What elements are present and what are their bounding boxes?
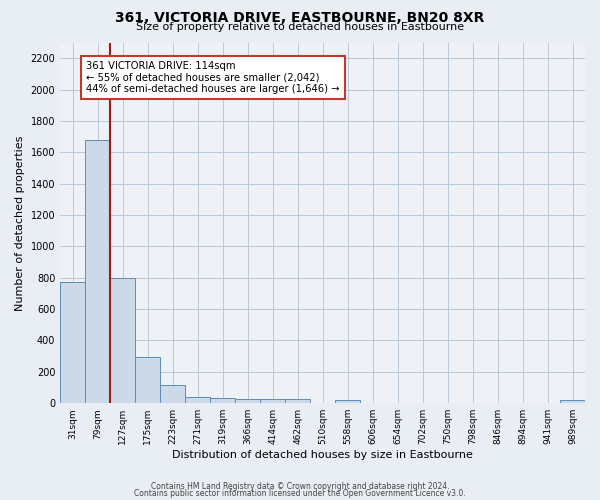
Text: 361 VICTORIA DRIVE: 114sqm
← 55% of detached houses are smaller (2,042)
44% of s: 361 VICTORIA DRIVE: 114sqm ← 55% of deta… [86,60,340,94]
Bar [185,397,210,403]
Bar [260,399,285,403]
X-axis label: Distribution of detached houses by size in Eastbourne: Distribution of detached houses by size … [172,450,473,460]
Text: Contains HM Land Registry data © Crown copyright and database right 2024.: Contains HM Land Registry data © Crown c… [151,482,449,491]
Bar [285,400,310,403]
Bar [335,400,360,403]
Text: Size of property relative to detached houses in Eastbourne: Size of property relative to detached ho… [136,22,464,32]
Bar [110,278,135,403]
Bar [135,357,160,403]
Text: 361, VICTORIA DRIVE, EASTBOURNE, BN20 8XR: 361, VICTORIA DRIVE, EASTBOURNE, BN20 8X… [115,12,485,26]
Y-axis label: Number of detached properties: Number of detached properties [15,135,25,310]
Bar [560,400,585,403]
Bar [235,399,260,403]
Bar [210,398,235,403]
Bar [160,386,185,403]
Text: Contains public sector information licensed under the Open Government Licence v3: Contains public sector information licen… [134,488,466,498]
Bar [60,282,85,403]
Bar [85,140,110,403]
